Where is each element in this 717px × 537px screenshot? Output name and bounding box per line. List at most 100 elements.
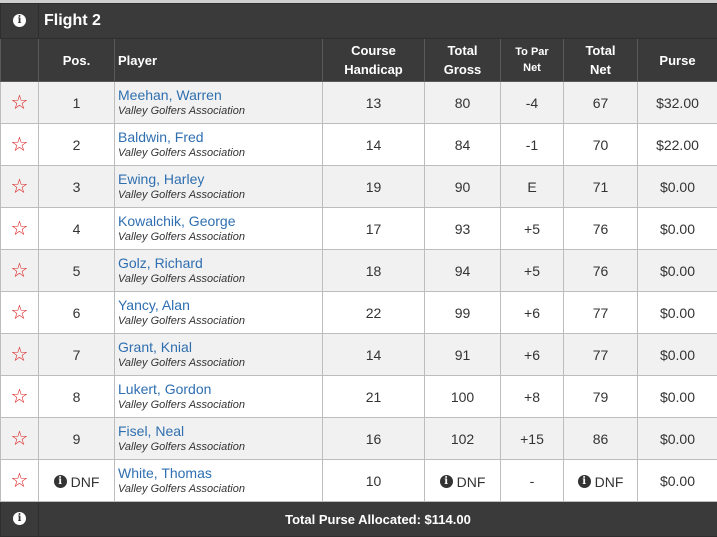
total-net-cell: 67 (563, 81, 638, 124)
total-net-column-header[interactable]: Total Net (563, 38, 638, 82)
player-name-link[interactable]: Fisel, Neal (118, 422, 185, 439)
course-handicap-cell: 17 (322, 207, 425, 250)
total-net-cell: 76 (563, 207, 638, 250)
info-circle-icon[interactable]: i (439, 475, 453, 489)
star-outline-icon[interactable]: ☆ (10, 343, 29, 366)
player-club: Valley Golfers Association (118, 230, 245, 243)
star-outline-icon[interactable]: ☆ (10, 385, 29, 408)
position-cell: 8 (38, 375, 115, 418)
player-cell: White, Thomas Valley Golfers Association (114, 459, 323, 502)
favorite-cell[interactable]: ☆ (0, 123, 39, 166)
player-club: Valley Golfers Association (118, 188, 245, 201)
player-name-link[interactable]: Lukert, Gordon (118, 380, 212, 397)
star-outline-icon[interactable]: ☆ (10, 301, 29, 324)
info-circle-icon[interactable]: i (13, 14, 26, 28)
favorite-cell[interactable]: ☆ (0, 207, 39, 250)
player-name-link[interactable]: White, Thomas (118, 464, 212, 481)
favorite-cell[interactable]: ☆ (0, 291, 39, 334)
to-par-net-column-header[interactable]: To Par Net (500, 38, 564, 82)
player-name-link[interactable]: Meehan, Warren (118, 86, 222, 103)
footer-info-cell[interactable]: i (0, 501, 39, 537)
player-cell: Yancy, Alan Valley Golfers Association (114, 291, 323, 334)
player-name-link[interactable]: Ewing, Harley (118, 170, 205, 187)
table-row: ☆ 3 Ewing, Harley Valley Golfers Associatio… (0, 165, 717, 208)
star-outline-icon[interactable]: ☆ (10, 469, 29, 492)
net-value: 76 (592, 220, 609, 237)
star-outline-icon[interactable]: ☆ (10, 91, 29, 114)
table-row: ☆ 2 Baldwin, Fred Valley Golfers Associatio… (0, 123, 717, 166)
position-value: 8 (72, 388, 81, 405)
gross-value: 102 (450, 430, 475, 447)
flight-info-cell[interactable]: i (0, 3, 39, 39)
star-outline-icon[interactable]: ☆ (10, 427, 29, 450)
header-line: Net (590, 62, 611, 77)
star-outline-icon[interactable]: ☆ (10, 259, 29, 282)
gross-value: 99 (454, 304, 471, 321)
player-column-header[interactable]: Player (114, 38, 323, 82)
header-line: To Par (515, 46, 549, 58)
to-par-net-cell: -4 (500, 81, 564, 124)
purse-cell: $32.00 (637, 81, 717, 124)
info-circle-icon[interactable]: i (13, 512, 26, 526)
favorite-cell[interactable]: ☆ (0, 459, 39, 502)
player-club: Valley Golfers Association (118, 314, 245, 327)
net-value: 76 (592, 262, 609, 279)
top-divider (0, 0, 717, 3)
favorite-cell[interactable]: ☆ (0, 333, 39, 376)
course-handicap-cell: 14 (322, 123, 425, 166)
favorite-cell[interactable]: ☆ (0, 165, 39, 208)
favorite-cell[interactable]: ☆ (0, 249, 39, 292)
star-outline-icon[interactable]: ☆ (10, 133, 29, 156)
to-par-net-cell: +5 (500, 249, 564, 292)
player-name-link[interactable]: Yancy, Alan (118, 296, 190, 313)
player-cell: Lukert, Gordon Valley Golfers Association (114, 375, 323, 418)
player-club: Valley Golfers Association (118, 104, 245, 117)
purse-cell: $0.00 (637, 417, 717, 460)
to-par-net-cell: +6 (500, 333, 564, 376)
favorite-cell[interactable]: ☆ (0, 81, 39, 124)
player-name-link[interactable]: Baldwin, Fred (118, 128, 204, 145)
table-row: ☆ 9 Fisel, Neal Valley Golfers Association 1… (0, 417, 717, 460)
player-club: Valley Golfers Association (118, 398, 245, 411)
course-handicap-cell: 18 (322, 249, 425, 292)
purse-cell: $0.00 (637, 165, 717, 208)
total-net-cell: 76 (563, 249, 638, 292)
player-name-link[interactable]: Kowalchik, George (118, 212, 236, 229)
favorite-cell[interactable]: ☆ (0, 375, 39, 418)
favorite-cell[interactable]: ☆ (0, 417, 39, 460)
total-gross-cell: 90 (424, 165, 501, 208)
net-value: 67 (592, 94, 609, 111)
favorite-column-header (0, 38, 39, 82)
gross-value: DNF (456, 473, 486, 490)
player-cell: Meehan, Warren Valley Golfers Association (114, 81, 323, 124)
star-outline-icon[interactable]: ☆ (10, 217, 29, 240)
player-club: Valley Golfers Association (118, 440, 245, 453)
position-value: 4 (72, 220, 81, 237)
position-cell: i DNF (38, 459, 115, 502)
pos-column-header[interactable]: Pos. (38, 38, 115, 82)
header-line: Total (447, 43, 478, 58)
purse-column-header[interactable]: Purse (637, 38, 717, 82)
position-value: 9 (72, 430, 81, 447)
total-gross-cell: 94 (424, 249, 501, 292)
header-line: Course (351, 43, 396, 58)
info-circle-icon[interactable]: i (577, 475, 591, 489)
player-cell: Golz, Richard Valley Golfers Association (114, 249, 323, 292)
course-handicap-cell: 14 (322, 333, 425, 376)
star-outline-icon[interactable]: ☆ (10, 175, 29, 198)
net-value: 71 (592, 178, 609, 195)
purse-cell: $0.00 (637, 459, 717, 502)
info-circle-icon[interactable]: i (53, 475, 67, 489)
flight-header-row: i Flight 2 (0, 3, 717, 39)
total-gross-column-header[interactable]: Total Gross (424, 38, 501, 82)
to-par-net-cell: -1 (500, 123, 564, 166)
total-gross-cell: i DNF (424, 459, 501, 502)
position-value: 5 (72, 262, 81, 279)
total-gross-cell: 84 (424, 123, 501, 166)
player-name-link[interactable]: Grant, Knial (118, 338, 192, 355)
total-gross-cell: 93 (424, 207, 501, 250)
course-handicap-column-header[interactable]: Course Handicap (322, 38, 425, 82)
net-value: 86 (592, 430, 609, 447)
total-net-cell: 77 (563, 333, 638, 376)
player-name-link[interactable]: Golz, Richard (118, 254, 203, 271)
